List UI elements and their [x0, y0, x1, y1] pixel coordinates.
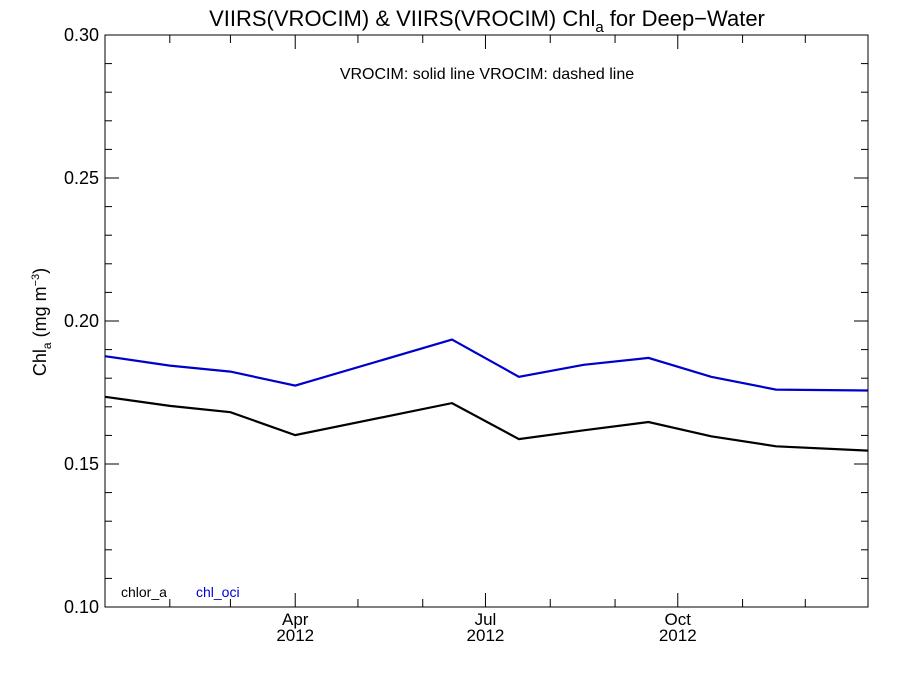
x-tick-label: Apr — [282, 610, 309, 629]
y-tick-label: 0.10 — [64, 597, 99, 617]
x-tick-year-label: 2012 — [467, 626, 505, 645]
chart-title-prefix: VIIRS(VROCIM) & VIIRS(VROCIM) Chl — [209, 6, 595, 31]
y-axis-label-middle: (mg m — [30, 286, 50, 342]
y-tick-label: 0.25 — [64, 168, 99, 188]
y-axis-label-suffix: ) — [30, 268, 50, 274]
axis-ticks: 0.100.150.200.250.30Apr2012Jul2012Oct201… — [64, 25, 868, 645]
chart-title: VIIRS(VROCIM) & VIIRS(VROCIM) Chla for D… — [209, 6, 765, 36]
y-tick-label: 0.30 — [64, 25, 99, 45]
legend-label-chlor-a: chlor_a — [121, 584, 167, 600]
legend-label-chl-oci: chl_oci — [196, 584, 240, 600]
series-lines — [104, 338, 869, 452]
y-tick-label: 0.15 — [64, 454, 99, 474]
chart-title-subscript: a — [595, 19, 604, 36]
legend: chlor_a chl_oci — [121, 584, 240, 600]
y-tick-label: 0.20 — [64, 311, 99, 331]
chart-title-suffix: for Deep−Water — [604, 6, 765, 31]
x-tick-year-label: 2012 — [276, 626, 314, 645]
plot-frame — [104, 34, 869, 608]
series-line-chl-oci — [104, 338, 869, 392]
y-axis-label: Chla (mg m−3) — [30, 268, 54, 376]
y-axis-label-subscript: a — [40, 342, 54, 349]
y-axis-label-prefix: Chl — [30, 349, 50, 376]
y-axis-label-superscript: −3 — [30, 274, 42, 287]
series-line-chlor-a — [104, 395, 869, 452]
chart-annotation: VROCIM: solid line VROCIM: dashed line — [340, 66, 634, 83]
x-tick-label: Oct — [665, 610, 692, 629]
x-tick-year-label: 2012 — [659, 626, 697, 645]
x-tick-label: Jul — [475, 610, 497, 629]
